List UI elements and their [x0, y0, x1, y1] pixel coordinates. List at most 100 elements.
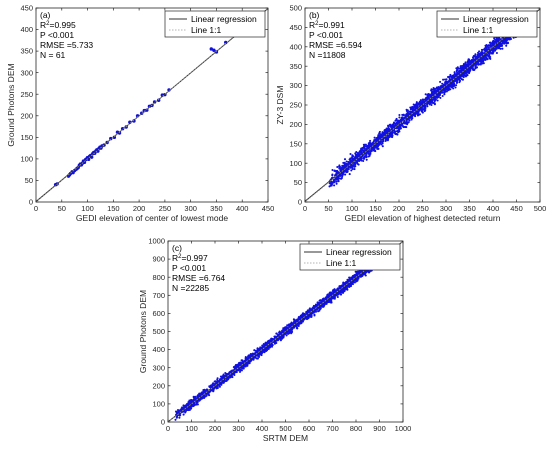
y-tick-label-b-3: 150	[289, 139, 302, 148]
scatter-point-b-2502	[383, 131, 386, 134]
scatter-point-b-2346	[445, 90, 448, 93]
scatter-point-a-46	[142, 108, 146, 113]
x-tick-label-b-9: 450	[510, 204, 523, 213]
scatter-point-b-1123	[472, 55, 475, 58]
scatter-point-b-2596	[491, 52, 494, 55]
scatter-point-b-1587	[429, 101, 432, 105]
scatter-point-b-1618	[444, 80, 447, 83]
scatter-point-b-1290	[381, 145, 384, 148]
scatter-point-b-2411	[439, 85, 442, 88]
scatter-point-b-1377	[463, 66, 466, 69]
scatter-point-b-2238	[372, 140, 375, 143]
scatter-point-b-1975	[493, 37, 496, 40]
scatter-point-b-1806	[501, 47, 504, 50]
scatter-point-b-2391	[409, 106, 412, 109]
scatter-point-b-2455	[393, 130, 396, 133]
scatter-point-b-2366	[455, 78, 459, 81]
y-axis-label-a: Ground Photons DEM	[6, 63, 16, 146]
scatter-point-b-1911	[391, 134, 394, 137]
scatter-point-c-2029	[287, 332, 290, 335]
scatter-point-b-2080	[359, 149, 362, 152]
y-tick-label-a-7: 350	[20, 47, 33, 56]
scatter-point-b-2525	[375, 145, 378, 149]
scatter-point-b-1985	[396, 126, 399, 129]
scatter-point-a-55	[209, 47, 213, 51]
x-tick-label-b-7: 350	[463, 204, 476, 213]
scatter-point-b-2526	[447, 88, 450, 91]
scatter-point-b-1532	[479, 63, 482, 66]
scatter-point-b-941	[454, 86, 457, 89]
scatter-point-b-2426	[456, 69, 459, 72]
x-tick-label-b-3: 150	[369, 204, 382, 213]
scatter-point-b-1504	[351, 157, 354, 160]
scatter-point-c-1343	[326, 294, 329, 297]
y-tick-label-b-0: 0	[298, 198, 302, 207]
scatter-point-b-1746	[343, 161, 346, 164]
scatter-point-b-2292	[500, 44, 504, 47]
x-axis-label-a: GEDI elevation of center of lowest mode	[76, 213, 228, 223]
scatter-point-b-2483	[394, 119, 397, 122]
legend-box-a	[164, 10, 266, 38]
scatter-point-b-1535	[335, 182, 338, 185]
scatter-point-b-2005	[462, 64, 465, 67]
scatter-point-b-2440	[506, 38, 509, 41]
scatter-point-b-2001	[401, 113, 404, 116]
scatter-point-b-1277	[481, 62, 484, 65]
scatter-point-b-2466	[417, 113, 420, 116]
scatter-point-b-2534	[477, 62, 480, 65]
scatter-point-b-2355	[385, 136, 388, 139]
scatter-point-b-2555	[366, 144, 369, 147]
scatter-point-b-1756	[378, 143, 381, 146]
scatter-point-b-2479	[354, 153, 357, 156]
scatter-point-b-2473	[345, 162, 348, 165]
scatter-point-b-2557	[424, 106, 427, 109]
scatter-point-b-2589	[458, 70, 461, 74]
y-tick-label-b-4: 200	[289, 120, 302, 129]
scatter-point-b-1599	[424, 93, 427, 96]
scatter-point-b-668	[442, 78, 445, 81]
scatter-point-b-827	[365, 158, 368, 161]
x-tick-label-a-4: 200	[133, 204, 146, 213]
scatter-point-b-2462	[443, 93, 446, 96]
scatter-point-b-1970	[398, 113, 401, 117]
scatter-point-b-2482	[373, 149, 376, 152]
x-tick-label-b-5: 250	[416, 204, 429, 213]
y-tick-label-a-8: 400	[20, 25, 33, 34]
x-tick-label-b-1: 50	[324, 204, 332, 213]
scatter-point-b-1458	[354, 165, 357, 168]
scatter-point-b-2435	[508, 38, 511, 41]
x-tick-label-a-2: 100	[81, 204, 94, 213]
scatter-point-b-2564	[368, 143, 371, 146]
scatter-point-c-1858	[192, 395, 195, 398]
scatter-point-b-467	[373, 136, 376, 139]
scatter-point-b-1442	[363, 155, 366, 158]
scatter-point-b-2562	[333, 184, 336, 187]
scatter-point-b-2185	[453, 71, 456, 74]
scatter-point-b-1664	[432, 91, 436, 94]
scatter-point-b-1227	[357, 163, 360, 166]
scatter-point-b-1733	[473, 68, 476, 71]
scatter-point-c-2095	[239, 369, 242, 372]
scatter-point-b-57	[336, 165, 339, 169]
scatter-point-b-2452	[484, 56, 487, 59]
scatter-point-b-2093	[501, 42, 504, 45]
x-tick-label-b-4: 200	[393, 204, 406, 213]
scatter-point-b-2297	[425, 103, 428, 106]
scatter-point-b-2493	[396, 120, 399, 124]
scatter-point-b-552	[415, 101, 418, 104]
y-tick-label-b-1: 50	[294, 178, 302, 187]
scatter-point-b-2405	[386, 139, 389, 142]
scatter-point-b-1902	[462, 62, 465, 66]
scatter-point-c-1951	[322, 297, 325, 300]
scatter-point-b-2584	[412, 108, 415, 111]
y-tick-label-a-1: 50	[25, 176, 33, 185]
scatter-point-b-2516	[435, 86, 438, 89]
scatter-point-b-2408	[494, 48, 497, 51]
panel-label-a: (a)	[40, 10, 51, 20]
scatter-point-b-125	[349, 152, 352, 156]
scatter-point-b-121	[441, 82, 444, 85]
scatter-point-b-2530	[351, 166, 354, 169]
scatter-point-b-1864	[354, 155, 357, 158]
scatter-point-b-2519	[430, 93, 433, 96]
scatter-point-b-2453	[467, 68, 470, 71]
